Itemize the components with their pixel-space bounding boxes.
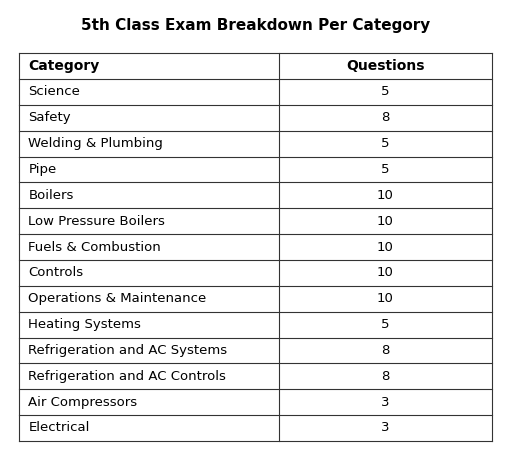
Text: 10: 10 — [377, 215, 394, 228]
Text: 10: 10 — [377, 292, 394, 305]
Text: 5: 5 — [381, 85, 390, 99]
Text: Science: Science — [28, 85, 80, 99]
Text: 8: 8 — [381, 111, 389, 124]
Text: 3: 3 — [381, 395, 390, 409]
Text: Category: Category — [28, 59, 100, 73]
Text: Air Compressors: Air Compressors — [28, 395, 137, 409]
Text: Refrigeration and AC Controls: Refrigeration and AC Controls — [28, 370, 226, 383]
Text: 10: 10 — [377, 241, 394, 253]
Text: 8: 8 — [381, 344, 389, 357]
Text: 5: 5 — [381, 163, 390, 176]
Text: Controls: Controls — [28, 266, 83, 279]
Text: Pipe: Pipe — [28, 163, 57, 176]
Text: 10: 10 — [377, 266, 394, 279]
Text: 10: 10 — [377, 189, 394, 202]
Text: Boilers: Boilers — [28, 189, 74, 202]
Text: Heating Systems: Heating Systems — [28, 318, 141, 331]
Text: 8: 8 — [381, 370, 389, 383]
Text: Welding & Plumbing: Welding & Plumbing — [28, 137, 163, 150]
Text: Safety: Safety — [28, 111, 71, 124]
Text: Low Pressure Boilers: Low Pressure Boilers — [28, 215, 165, 228]
Text: 5: 5 — [381, 318, 390, 331]
Text: Refrigeration and AC Systems: Refrigeration and AC Systems — [28, 344, 227, 357]
Text: 5: 5 — [381, 137, 390, 150]
Text: Fuels & Combustion: Fuels & Combustion — [28, 241, 161, 253]
Text: 3: 3 — [381, 421, 390, 434]
Text: Operations & Maintenance: Operations & Maintenance — [28, 292, 206, 305]
Text: Questions: Questions — [346, 59, 425, 73]
Text: Electrical: Electrical — [28, 421, 89, 434]
Text: 5th Class Exam Breakdown Per Category: 5th Class Exam Breakdown Per Category — [81, 18, 430, 33]
